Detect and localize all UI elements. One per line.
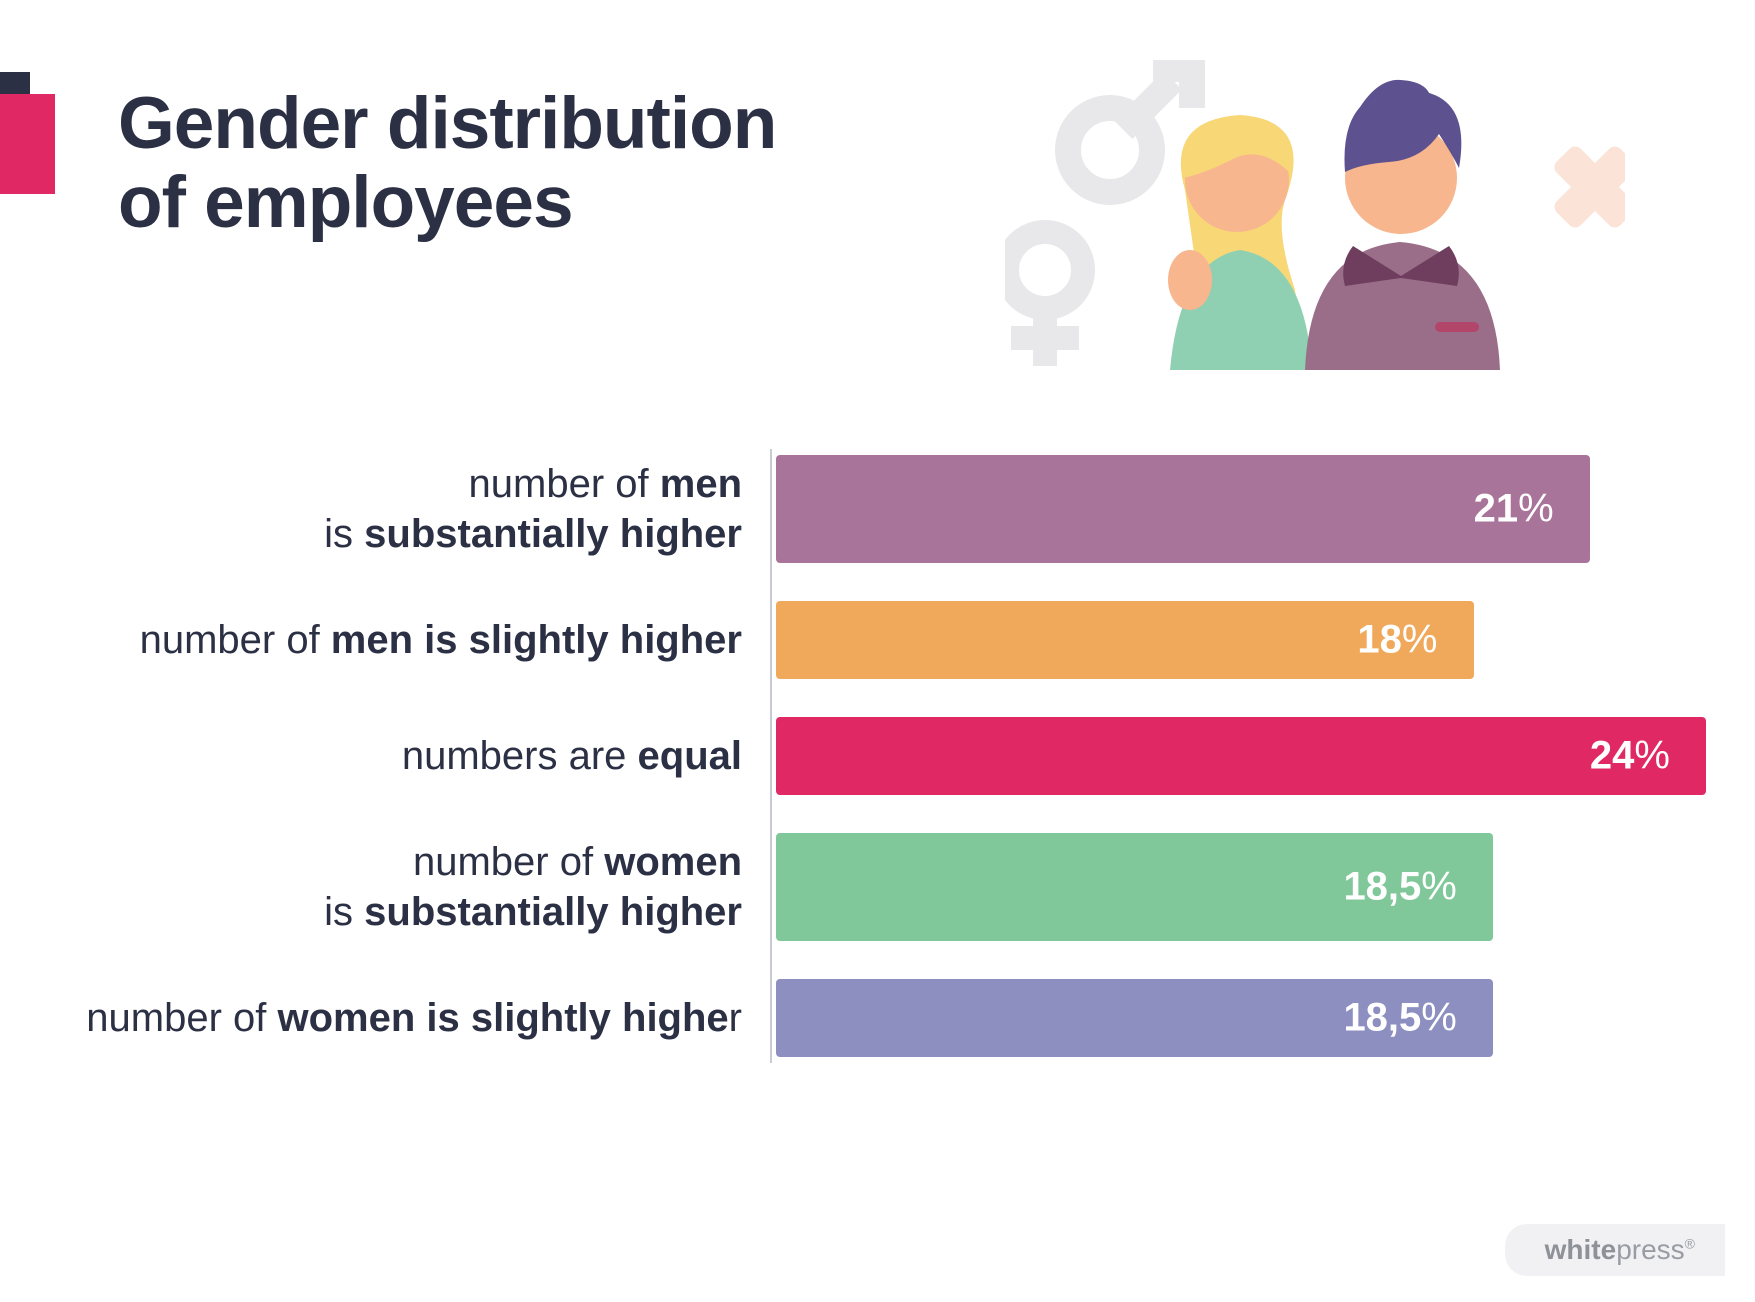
- bar-value: 21%: [1474, 487, 1554, 532]
- bar-label: number of womenis substantially higher: [60, 837, 770, 937]
- chart-axis: [770, 449, 772, 1063]
- brand-bold: white: [1545, 1234, 1617, 1265]
- accent-bar-pink: [0, 94, 55, 194]
- bar-label: number of women is slightly higher: [60, 993, 770, 1043]
- bar-value: 18%: [1357, 618, 1437, 663]
- chart-row: number of womenis substantially higher 18…: [60, 833, 1720, 941]
- header-illustration: [1005, 60, 1625, 370]
- bar-value: 18,5%: [1343, 996, 1456, 1041]
- registered-icon: ®: [1685, 1236, 1695, 1252]
- bar: 18%: [776, 601, 1474, 679]
- bar-label: number of men is slightly higher: [60, 615, 770, 665]
- bar: 18,5%: [776, 979, 1493, 1057]
- bar-label: numbers are equal: [60, 731, 770, 781]
- bar: 18,5%: [776, 833, 1493, 941]
- bar-value: 24%: [1590, 734, 1670, 779]
- page-title: Gender distribution of employees: [118, 85, 776, 243]
- brand-badge: whitepress®: [1505, 1224, 1725, 1276]
- woman-illustration: [1168, 115, 1312, 370]
- title-line-1: Gender distribution: [118, 83, 776, 164]
- chart-row: numbers are equal 24%: [60, 717, 1720, 795]
- chart-row: number of women is slightly higher 18,5%: [60, 979, 1720, 1057]
- chart-row: number of menis substantially higher 21%: [60, 455, 1720, 563]
- female-symbol-icon: [1007, 232, 1083, 366]
- accent-bar-dark: [0, 72, 30, 94]
- gender-distribution-chart: number of menis substantially higher21%n…: [60, 455, 1720, 1057]
- brand-rest: press: [1616, 1234, 1684, 1265]
- man-illustration: [1305, 80, 1500, 370]
- chart-row: number of men is slightly higher 18%: [60, 601, 1720, 679]
- title-line-2: of employees: [118, 162, 573, 243]
- plus-icon: [1551, 143, 1625, 231]
- bar: 21%: [776, 455, 1590, 563]
- bar-value: 18,5%: [1343, 865, 1456, 910]
- bar-label: number of menis substantially higher: [60, 459, 770, 559]
- bar: 24%: [776, 717, 1706, 795]
